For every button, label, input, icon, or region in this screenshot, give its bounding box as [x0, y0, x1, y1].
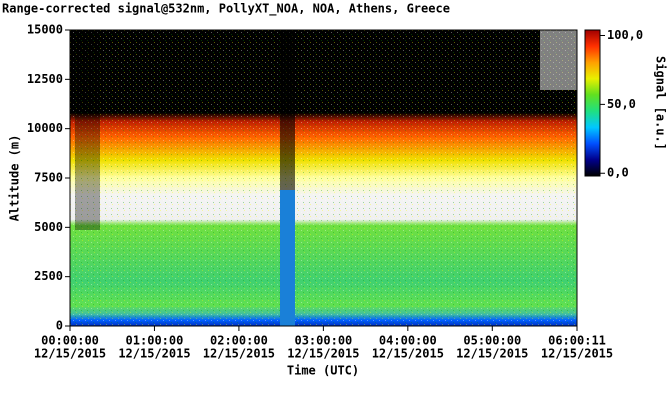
- x-tick-label: 12/15/2015: [541, 347, 613, 361]
- colorbar-label: Signal [a.u.]: [654, 56, 668, 150]
- colorbar-tick-label: 0,0: [607, 166, 629, 180]
- y-axis-label: Altitude (m): [8, 135, 22, 222]
- x-tick-label: 06:00:11: [548, 334, 606, 348]
- x-tick-label: 12/15/2015: [287, 347, 359, 361]
- y-tick-label: 5000: [34, 220, 63, 234]
- x-tick-label: 02:00:00: [210, 334, 268, 348]
- y-tick-label: 15000: [27, 23, 63, 37]
- x-tick-label: 03:00:00: [294, 334, 352, 348]
- heatmap-image: [70, 30, 577, 326]
- x-axis-label: Time (UTC): [287, 364, 359, 378]
- chart-title: Range-corrected signal@532nm, PollyXT_NO…: [2, 2, 450, 17]
- y-tick-label: 0: [56, 319, 63, 333]
- x-tick-label: 12/15/2015: [34, 347, 106, 361]
- x-tick-label: 01:00:00: [126, 334, 184, 348]
- colorbar-tick-label: 50,0: [607, 97, 636, 111]
- x-tick-label: 00:00:00: [41, 334, 99, 348]
- x-tick-label: 12/15/2015: [118, 347, 190, 361]
- colorbar: [584, 29, 601, 177]
- y-tick-label: 10000: [27, 121, 63, 135]
- x-tick-label: 12/15/2015: [456, 347, 528, 361]
- x-tick-label: 12/15/2015: [203, 347, 275, 361]
- x-tick-label: 12/15/2015: [372, 347, 444, 361]
- y-tick-label: 12500: [27, 72, 63, 86]
- x-tick-label: 05:00:00: [463, 334, 521, 348]
- y-tick-label: 7500: [34, 171, 63, 185]
- colorbar-tick-label: 100,0: [607, 28, 643, 42]
- y-tick-label: 2500: [34, 269, 63, 283]
- x-tick-label: 04:00:00: [379, 334, 437, 348]
